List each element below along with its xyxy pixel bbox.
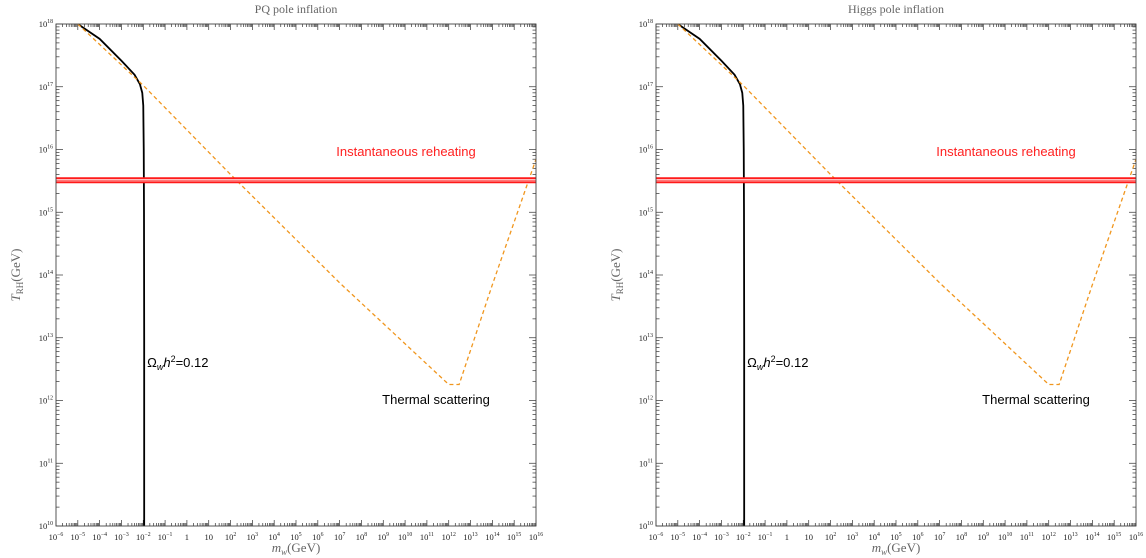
- x-tick-label: 1016: [529, 532, 543, 542]
- x-tick-label: 10−3: [114, 532, 129, 542]
- x-tick-label: 1012: [1042, 532, 1056, 542]
- x-tick-label: 10−4: [92, 532, 107, 542]
- x-tick-label: 103: [247, 532, 259, 542]
- x-tick-label: 1015: [1107, 532, 1121, 542]
- x-tick-label: 106: [912, 532, 924, 542]
- reheating-label: Instantaneous reheating: [336, 144, 476, 159]
- y-tick-label: 1012: [639, 396, 653, 406]
- x-tick-label: 102: [225, 532, 237, 542]
- x-tick-label: 105: [890, 532, 902, 542]
- x-tick-label: 1010: [998, 532, 1012, 542]
- x-tick-label: 1011: [420, 532, 434, 542]
- thermal-scattering-label: Thermal scattering: [382, 392, 490, 407]
- x-tick-label: 109: [978, 532, 990, 542]
- y-tick-label: 1012: [39, 396, 53, 406]
- y-tick-label: 1010: [39, 521, 53, 531]
- x-tick-label: 10−5: [70, 532, 85, 542]
- relic-density-curve: [77, 24, 146, 526]
- x-tick-label: 10−2: [736, 532, 751, 542]
- y-tick-label: 1015: [639, 207, 653, 217]
- x-tick-label: 10−6: [49, 532, 64, 542]
- thermal-scattering-label: Thermal scattering: [982, 392, 1090, 407]
- x-tick-label: 1013: [1063, 532, 1077, 542]
- y-tick-label: 1013: [39, 333, 53, 343]
- x-tick-label: 10: [804, 532, 813, 542]
- y-tick-label: 1016: [39, 145, 53, 155]
- x-tick-label: 108: [956, 532, 968, 542]
- y-tick-label: 1011: [639, 458, 653, 468]
- chart-panel-2: Higgs pole inflation 10−6 10−5 10−4 10−3 10−2…: [608, 2, 1143, 557]
- x-tick-label: 105: [290, 532, 302, 542]
- thermal-scattering-curve: [77, 24, 536, 386]
- y-tick-label: 1013: [639, 333, 653, 343]
- x-tick-label: 10−3: [714, 532, 729, 542]
- x-tick-label: 1012: [442, 532, 456, 542]
- x-tick-label: 1016: [1129, 532, 1143, 542]
- relic-density-curve: [677, 24, 746, 526]
- plot-frame: [55, 23, 537, 527]
- y-tick-label: 1010: [639, 521, 653, 531]
- x-tick-label: 1: [785, 532, 789, 542]
- x-tick-label: 10−5: [670, 532, 685, 542]
- x-tick-label: 10−1: [758, 532, 773, 542]
- y-axis-label: TRH(GeV): [8, 249, 25, 302]
- x-tick-label: 1014: [485, 532, 499, 542]
- plot-frame: [655, 23, 1137, 527]
- y-tick-label: 1018: [39, 19, 53, 29]
- x-tick-label: 107: [934, 532, 946, 542]
- x-tick-label: 1010: [398, 532, 412, 542]
- x-tick-label: 109: [378, 532, 390, 542]
- plot-area: [656, 24, 1136, 526]
- x-axis-label: mw(GeV): [272, 540, 321, 557]
- y-axis-label: TRH(GeV): [608, 249, 625, 302]
- x-tick-label: 10−2: [136, 532, 151, 542]
- y-tick-label: 1015: [39, 207, 53, 217]
- y-tick-label: 1011: [39, 458, 53, 468]
- x-tick-label: 104: [268, 532, 280, 542]
- x-tick-label: 1011: [1020, 532, 1034, 542]
- axis-ticks: [655, 23, 1137, 527]
- reheating-label: Instantaneous reheating: [936, 144, 1076, 159]
- x-tick-label: 10: [204, 532, 213, 542]
- x-tick-label: 10−6: [649, 532, 664, 542]
- relic-density-label: Ωwh2=0.12: [147, 354, 208, 372]
- x-tick-label: 1014: [1085, 532, 1099, 542]
- chart-panel-1: PQ pole inflation 10−6 10−5 10−4 10−3 10−2 10−…: [8, 2, 543, 557]
- y-tick-label: 1017: [39, 82, 53, 92]
- y-tick-label: 1014: [639, 270, 653, 280]
- x-tick-label: 108: [356, 532, 368, 542]
- y-tick-label: 1018: [639, 19, 653, 29]
- relic-density-label: Ωwh2=0.12: [747, 354, 808, 372]
- x-tick-label: 1013: [463, 532, 477, 542]
- thermal-scattering-curve: [677, 24, 1136, 386]
- x-tick-label: 103: [847, 532, 859, 542]
- x-tick-label: 1015: [507, 532, 521, 542]
- x-tick-label: 10−1: [158, 532, 173, 542]
- chart-title: Higgs pole inflation: [848, 2, 944, 16]
- x-axis-label: mw(GeV): [872, 540, 921, 557]
- axis-ticks: [55, 23, 537, 527]
- x-tick-label: 102: [825, 532, 837, 542]
- plot-area: [56, 24, 536, 526]
- y-tick-label: 1016: [639, 145, 653, 155]
- y-tick-label: 1017: [639, 82, 653, 92]
- x-tick-label: 106: [312, 532, 324, 542]
- y-tick-label: 1014: [39, 270, 53, 280]
- x-tick-label: 1: [185, 532, 189, 542]
- x-tick-label: 104: [868, 532, 880, 542]
- x-tick-label: 107: [334, 532, 346, 542]
- chart-title: PQ pole inflation: [255, 2, 338, 16]
- x-tick-label: 10−4: [692, 532, 707, 542]
